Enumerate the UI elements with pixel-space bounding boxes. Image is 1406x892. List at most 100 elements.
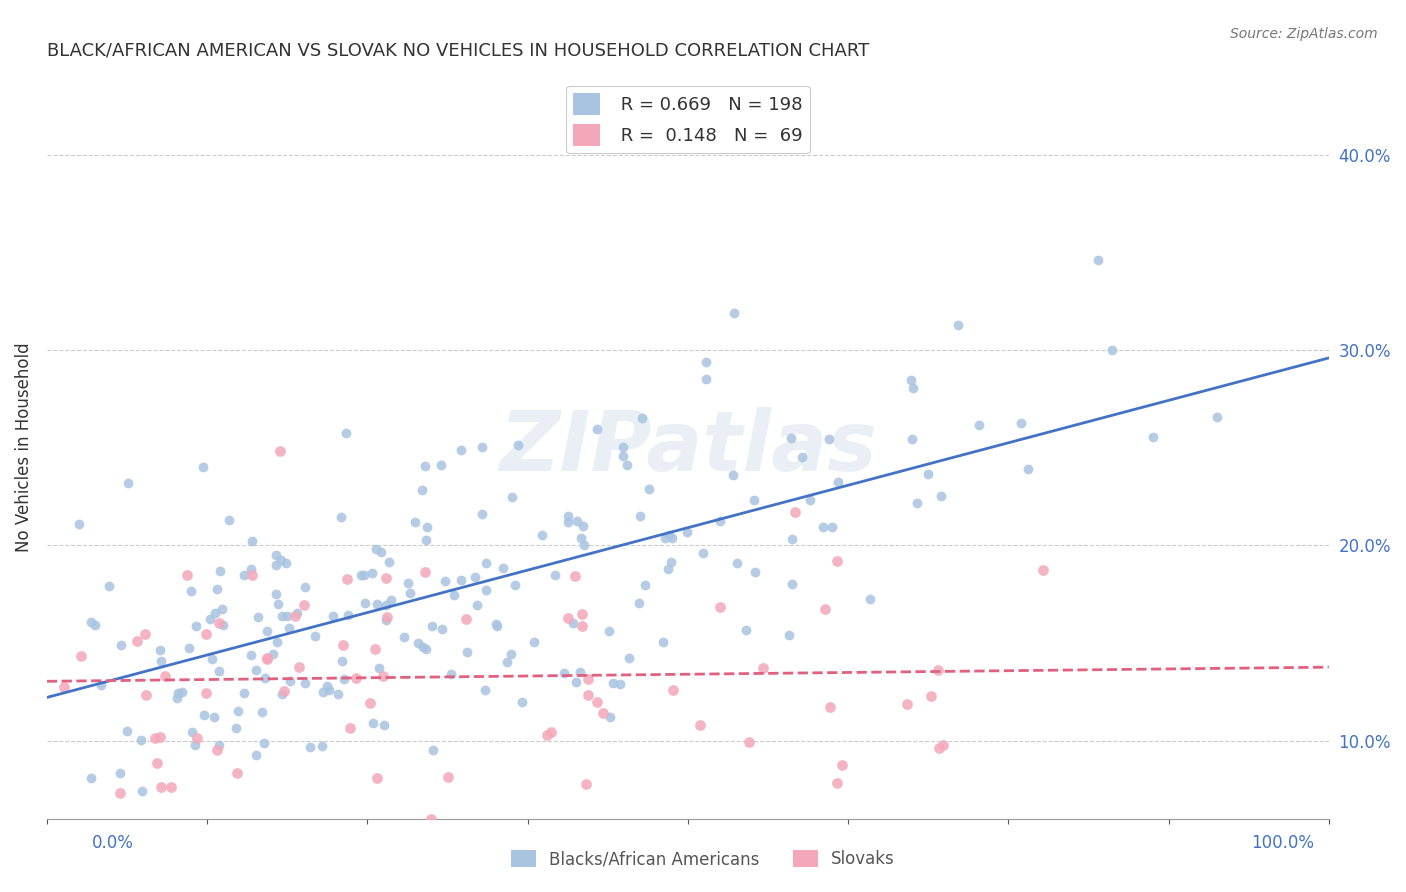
- Point: [246, 610, 269, 624]
- Point: [510, 695, 533, 709]
- Point: [571, 607, 593, 621]
- Point: [785, 505, 807, 519]
- Point: [288, 659, 311, 673]
- Point: [825, 776, 848, 790]
- Point: [901, 432, 924, 446]
- Point: [709, 599, 731, 614]
- Point: [311, 739, 333, 754]
- Point: [377, 555, 399, 569]
- Point: [176, 568, 198, 582]
- Text: BLACK/AFRICAN AMERICAN VS SLOVAK NO VEHICLES IN HOUSEHOLD CORRELATION CHART: BLACK/AFRICAN AMERICAN VS SLOVAK NO VEHI…: [46, 42, 869, 60]
- Point: [662, 683, 685, 698]
- Point: [565, 675, 588, 690]
- Point: [929, 490, 952, 504]
- Point: [917, 467, 939, 482]
- Point: [211, 602, 233, 616]
- Point: [239, 561, 262, 575]
- Point: [430, 458, 453, 473]
- Point: [422, 743, 444, 757]
- Point: [256, 651, 278, 665]
- Point: [205, 582, 228, 596]
- Point: [366, 597, 388, 611]
- Point: [209, 564, 232, 578]
- Point: [146, 756, 169, 770]
- Point: [70, 649, 93, 664]
- Point: [181, 725, 204, 739]
- Text: Source: ZipAtlas.com: Source: ZipAtlas.com: [1230, 27, 1378, 41]
- Point: [270, 553, 292, 567]
- Point: [485, 616, 508, 631]
- Point: [186, 619, 208, 633]
- Point: [628, 509, 651, 524]
- Point: [204, 606, 226, 620]
- Point: [195, 686, 218, 700]
- Point: [110, 638, 132, 652]
- Point: [1032, 563, 1054, 577]
- Text: ZIPatlas: ZIPatlas: [499, 407, 877, 488]
- Point: [599, 710, 621, 724]
- Point: [404, 516, 426, 530]
- Point: [208, 738, 231, 752]
- Point: [799, 492, 821, 507]
- Point: [932, 738, 955, 752]
- Point: [332, 638, 354, 652]
- Point: [576, 672, 599, 686]
- Point: [927, 663, 949, 677]
- Point: [415, 641, 437, 656]
- Point: [326, 687, 349, 701]
- Point: [628, 596, 651, 610]
- Point: [544, 568, 567, 582]
- Point: [709, 515, 731, 529]
- Point: [135, 688, 157, 702]
- Point: [465, 598, 488, 612]
- Point: [413, 458, 436, 473]
- Point: [413, 565, 436, 579]
- Point: [818, 432, 841, 446]
- Point: [225, 721, 247, 735]
- Point: [569, 532, 592, 546]
- Point: [239, 648, 262, 662]
- Point: [900, 373, 922, 387]
- Point: [782, 532, 804, 546]
- Point: [616, 458, 638, 472]
- Point: [350, 567, 373, 582]
- Point: [440, 666, 463, 681]
- Point: [212, 617, 235, 632]
- Point: [149, 654, 172, 668]
- Point: [375, 571, 398, 585]
- Point: [689, 717, 711, 731]
- Point: [392, 630, 415, 644]
- Point: [159, 780, 181, 795]
- Point: [361, 715, 384, 730]
- Point: [814, 602, 837, 616]
- Point: [79, 771, 101, 785]
- Point: [602, 676, 624, 690]
- Point: [53, 680, 76, 694]
- Point: [831, 758, 853, 772]
- Point: [377, 610, 399, 624]
- Point: [117, 476, 139, 491]
- Point: [370, 545, 392, 559]
- Point: [437, 770, 460, 784]
- Point: [269, 444, 291, 458]
- Point: [373, 718, 395, 732]
- Point: [273, 683, 295, 698]
- Point: [180, 583, 202, 598]
- Point: [245, 664, 267, 678]
- Point: [779, 431, 801, 445]
- Point: [344, 671, 367, 685]
- Point: [586, 422, 609, 436]
- Text: 0.0%: 0.0%: [91, 834, 134, 852]
- Point: [264, 548, 287, 562]
- Point: [592, 706, 614, 720]
- Point: [318, 683, 340, 698]
- Point: [226, 766, 249, 780]
- Point: [294, 580, 316, 594]
- Point: [155, 669, 177, 683]
- Point: [571, 619, 593, 633]
- Point: [572, 538, 595, 552]
- Point: [208, 664, 231, 678]
- Point: [184, 738, 207, 752]
- Point: [253, 736, 276, 750]
- Point: [329, 510, 352, 524]
